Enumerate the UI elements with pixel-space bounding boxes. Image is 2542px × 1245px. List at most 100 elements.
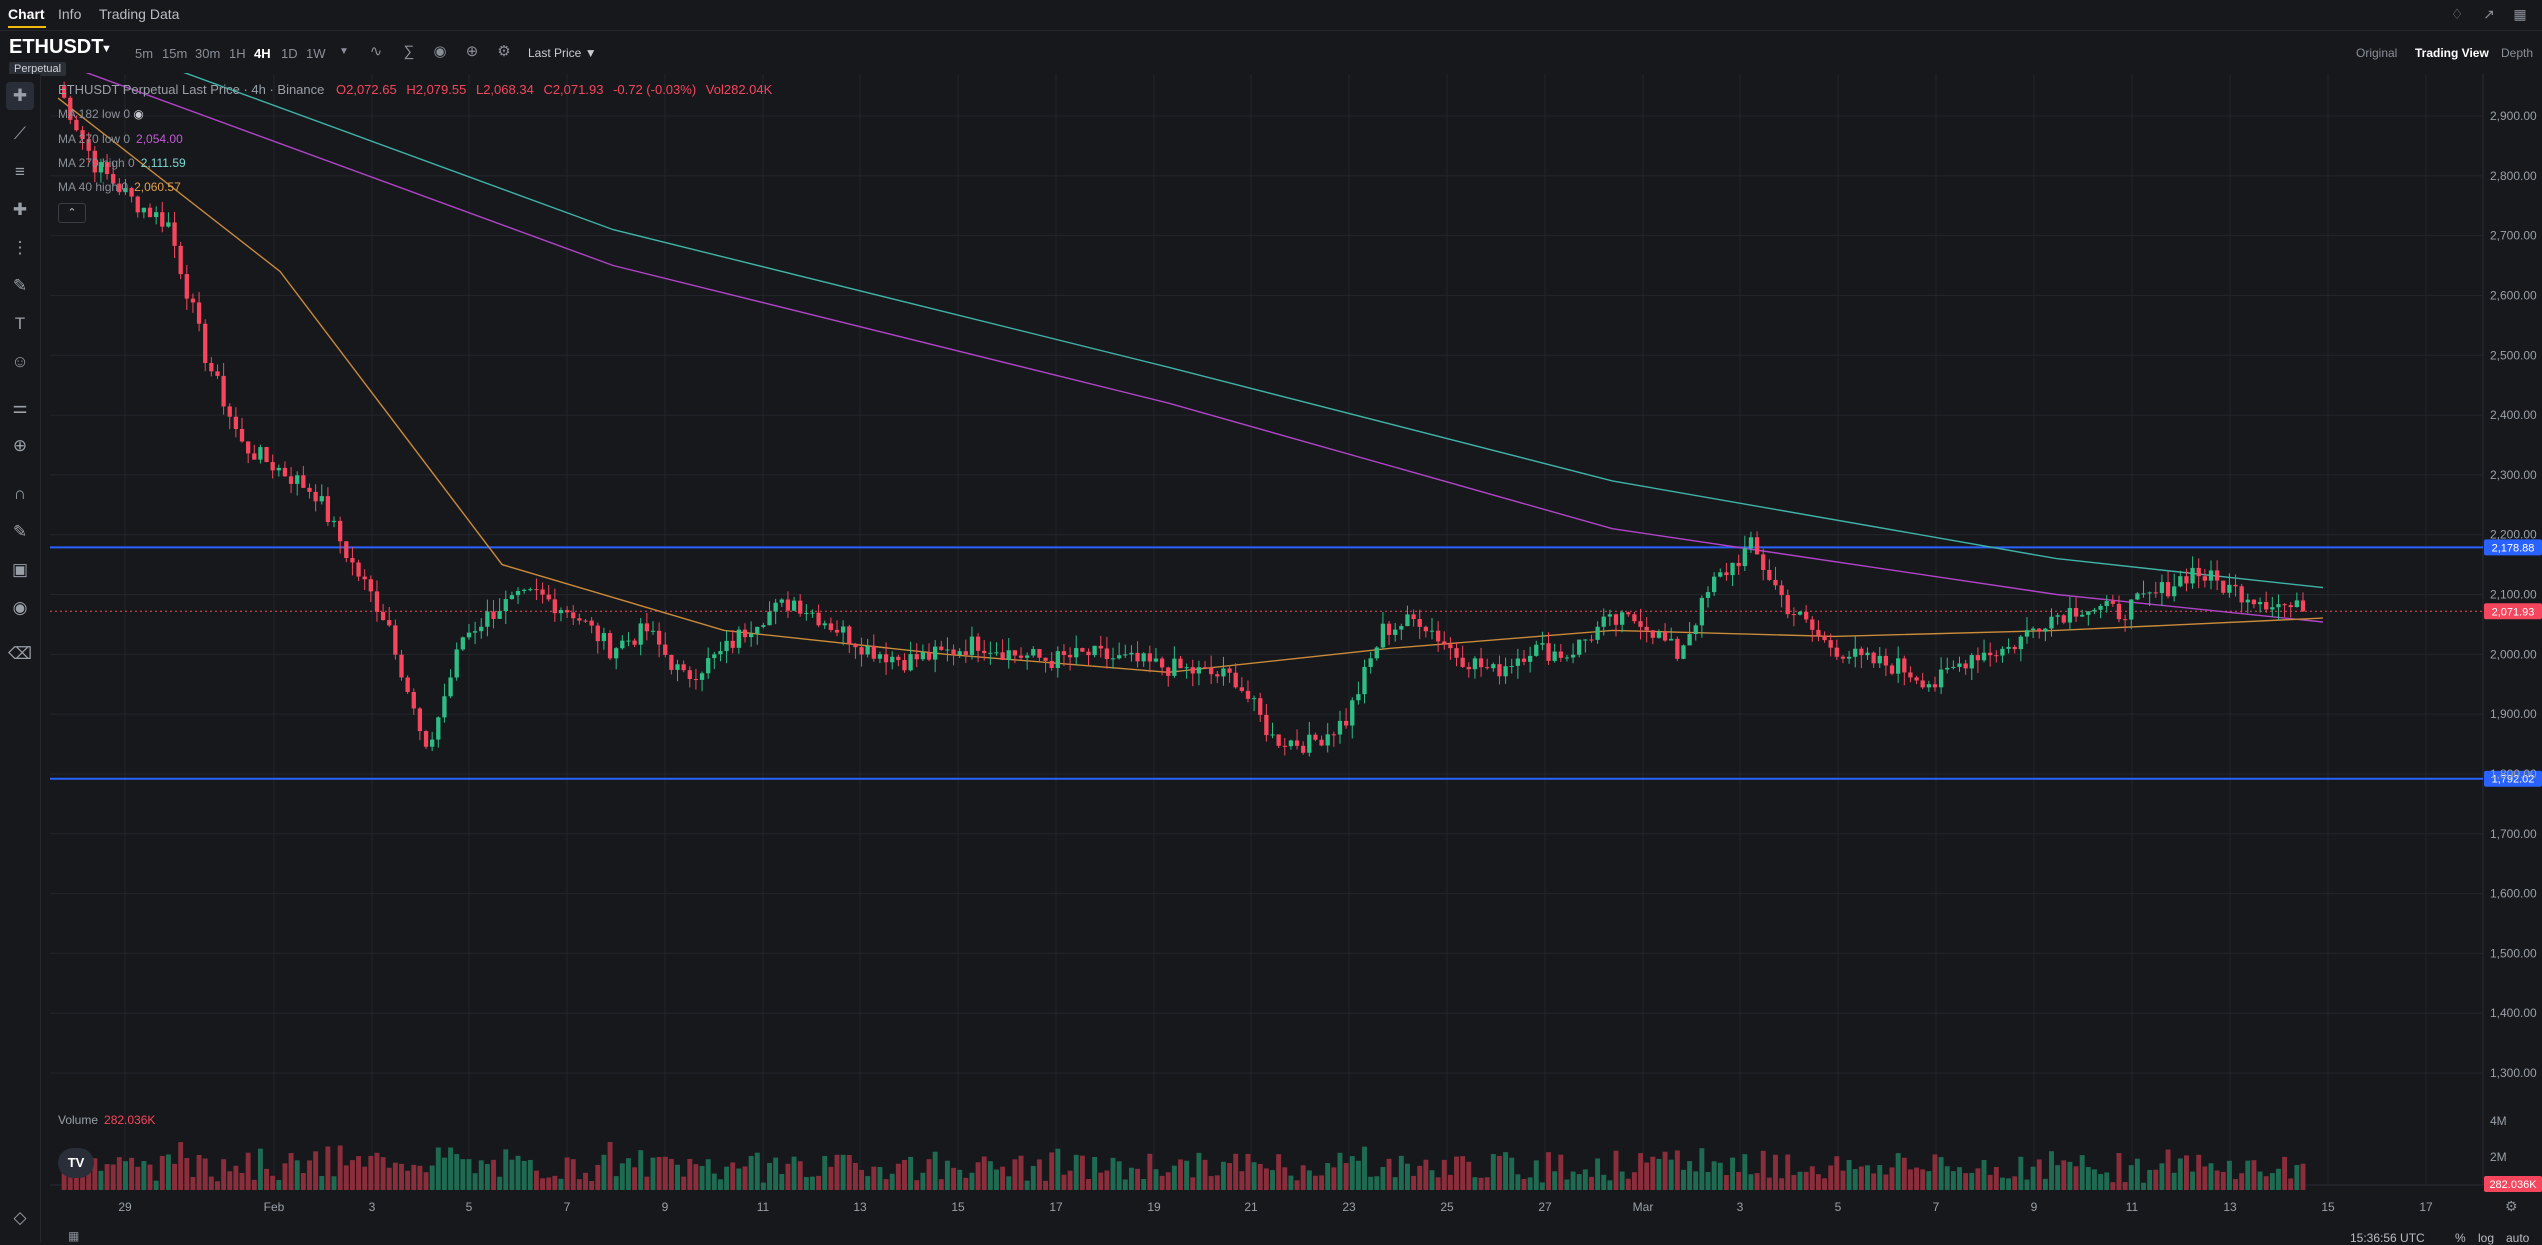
brush-icon[interactable]: ✎ [12,276,28,295]
volume-bar [1368,1176,1374,1190]
indicators-icon[interactable]: ∑ [403,43,415,60]
ruler-icon[interactable]: ⚌ [12,398,28,417]
ma182-legend[interactable]: MA 182 low 0 ◉ [58,107,144,121]
volume-bar [1748,1174,1754,1190]
volume-bar [2239,1173,2245,1190]
volume-bar [1263,1168,1269,1190]
axis-settings-icon[interactable]: ⚙ [2505,1198,2518,1214]
horizontal-lines-icon[interactable]: ≡ [15,162,25,181]
ma40-label: MA 40 high 0 [58,180,129,194]
price-axis[interactable]: 2,900.00 2,800.00 2,700.00 2,600.00 2,500.00… [2490,109,2537,1164]
tab-chart[interactable]: Chart [8,6,45,22]
lock-icon[interactable]: ▣ [11,560,29,579]
candle-body [1742,548,1747,567]
candle-body [2282,604,2287,606]
camera-icon[interactable]: ◉ [433,43,447,60]
horizontal-lines[interactable]: 2,178.88 1,792.02 2,071.93 282.036K [50,539,2542,1192]
candle-body [362,576,367,580]
text-icon[interactable]: T [14,314,26,333]
timeframe-1w[interactable]: 1W [306,46,326,61]
candle-body [1117,655,1122,659]
auto-scale-toggle[interactable]: auto [2506,1231,2530,1245]
candle-body [644,623,649,632]
candle-body [1902,658,1907,673]
price-source-selector[interactable]: Last Price ▼ [528,46,597,60]
candle-body [736,629,742,648]
volume-bar [1171,1165,1177,1190]
ma270high-legend[interactable]: MA 270 high 0 2,111.59 [58,156,186,170]
crosshair-icon[interactable]: ✚ [6,82,34,110]
volume-bar [1638,1153,1643,1190]
zoom-in-icon[interactable]: ⊕ [12,436,28,455]
timeframe-15m[interactable]: 15m [162,46,188,61]
volume-bar [1233,1153,1239,1190]
tab-trading-data[interactable]: Trading Data [99,6,180,22]
volume-bar [583,1172,588,1190]
view-trading-view[interactable]: Trading View [2415,46,2489,60]
volume-bar [1251,1162,1257,1190]
volume-bar [2233,1178,2238,1190]
horizontal-line-price-label: 1,792.02 [2492,774,2535,786]
layers-icon[interactable]: ◇ [13,1208,27,1227]
candle-body [1343,720,1349,726]
calendar-icon[interactable]: ▦ [68,1229,80,1243]
view-original[interactable]: Original [2356,46,2398,60]
volume-label: Volume [58,1113,99,1127]
lock-drawing-icon[interactable]: ✎ [12,522,28,541]
timeframe-dropdown-icon[interactable]: ▼ [339,46,349,57]
log-scale-toggle[interactable]: log [2478,1231,2495,1245]
tab-info[interactable]: Info [58,6,82,22]
timeframe-1h[interactable]: 1H [229,46,246,61]
settings-icon[interactable]: ⚙ [497,43,511,60]
caret-down-icon[interactable]: ▼ [101,43,112,55]
candle-body [1067,655,1073,658]
trash-icon[interactable]: ⌫ [7,644,33,663]
candle-body [2257,602,2263,605]
timeframe-1d[interactable]: 1D [281,46,298,61]
candle-body [712,654,717,659]
volume-bar [944,1160,950,1190]
symbol-selector[interactable]: ETHUSDT [9,36,104,58]
timeframe-4h[interactable]: 4H [254,46,271,61]
ma270high-label: MA 270 high 0 [58,156,135,170]
add-icon[interactable]: ⊕ [465,43,479,60]
volume-bar [767,1162,772,1190]
volume-bar [178,1142,184,1190]
candle-body [1098,645,1103,649]
candle-body [209,362,214,372]
tradingview-logo[interactable]: TV [58,1148,94,1178]
ma40-legend[interactable]: MA 40 high 0 2,060.57 [58,180,181,194]
volume-bar [2263,1176,2269,1190]
candle-body [834,629,840,633]
magnet-icon[interactable]: ∩ [13,484,27,503]
pattern-icon[interactable]: ✚ [12,200,28,219]
candle-body [1889,665,1895,674]
percent-scale-toggle[interactable]: % [2455,1231,2466,1245]
expand-icon[interactable]: ↗ [2483,6,2495,22]
ma270low-legend[interactable]: MA 270 low 0 2,054.00 [58,132,183,146]
collapse-legend-button[interactable]: ⌃ [58,203,86,223]
timeframe-30m[interactable]: 30m [195,46,221,61]
candle-body [313,491,318,502]
view-depth[interactable]: Depth [2501,46,2534,60]
trend-line-icon[interactable]: ⟋ [14,124,26,143]
timeframe-5m[interactable]: 5m [135,46,154,61]
volume-bar [1214,1175,1220,1190]
bell-icon[interactable]: ♢ [2450,6,2464,22]
eye-off-icon[interactable]: ◉ [133,107,144,121]
time-axis[interactable]: 29 Feb 3 5 7 9 11 13 15 17 19 21 23 25 27 Mar 3 5 7 9 11 13 15… [118,1200,2433,1214]
volume-bar [423,1172,429,1190]
volume-bar [1104,1170,1110,1190]
fibonacci-icon[interactable]: ⋮ [11,238,29,257]
candle-body [1914,677,1919,681]
layout-icon[interactable]: ▦ [2513,6,2527,22]
volume-bar [533,1170,539,1190]
volume-bar [718,1179,723,1190]
emoji-icon[interactable]: ☺ [11,352,29,371]
candle-body [466,632,472,638]
candle-body [1748,537,1754,549]
utc-clock[interactable]: 15:36:56 UTC [2350,1231,2425,1245]
chart-type-icon[interactable]: ∿ [369,43,383,60]
eye-icon[interactable]: ◉ [12,598,28,617]
